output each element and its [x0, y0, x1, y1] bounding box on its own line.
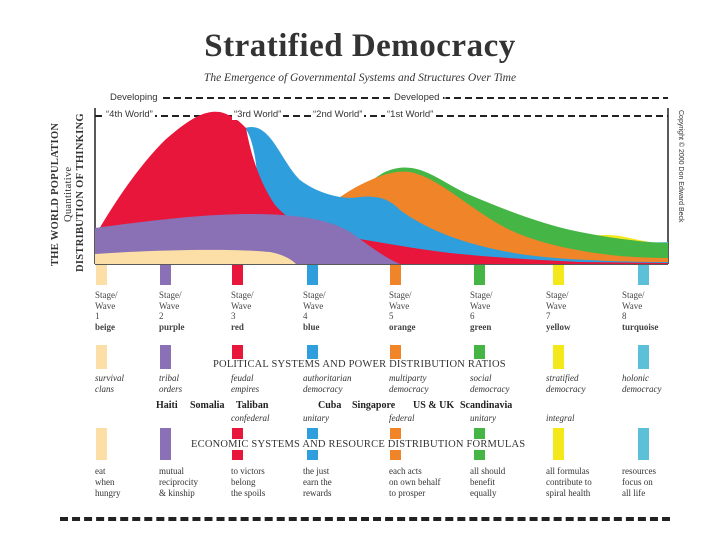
- country-us-uk: US & UK: [413, 400, 455, 411]
- political-7: stratified democracy: [546, 373, 586, 394]
- political-2: tribal orders: [159, 373, 183, 394]
- economic-4: the just earn the rewards: [303, 466, 332, 498]
- swatch-purple-2: [160, 345, 171, 369]
- economic-3: to victors belong the spoils: [231, 466, 266, 498]
- swatch-beige-2: [96, 345, 107, 369]
- subtype-integral: integral: [546, 413, 575, 423]
- blue-area: [95, 126, 668, 264]
- country-haiti: Haiti: [156, 400, 178, 411]
- economic-5: each acts on own behalf to prosper: [389, 466, 441, 498]
- swatch-blue-2: [307, 345, 318, 369]
- swatch-turquoise-1: [638, 265, 649, 285]
- swatch-red-1: [232, 265, 243, 285]
- stage-7: Stage/Wave 7 yellow: [546, 290, 571, 332]
- swatch-turquoise-2: [638, 345, 649, 369]
- political-3: feudal empires: [231, 373, 260, 394]
- economic-8: resources focus on all life: [622, 466, 656, 498]
- bottom-dashed-rule: [60, 517, 670, 521]
- swatch-purple-3: [160, 428, 171, 460]
- subtype-confederal: confederal: [231, 413, 270, 423]
- swatch-yellow-3: [553, 428, 564, 460]
- political-section-title: POLITICAL SYSTEMS AND POWER DISTRIBUTION…: [210, 359, 509, 370]
- political-1: survival clans: [95, 373, 124, 394]
- subtype-unitary-2: unitary: [470, 413, 496, 423]
- country-scandinavia: Scandinavia: [460, 400, 513, 411]
- swatch-blue-1: [307, 265, 318, 285]
- swatch-purple-1: [160, 265, 171, 285]
- first-world-label: “1st World”: [385, 109, 436, 120]
- fourth-world-label: “4th World”: [104, 109, 155, 120]
- page-title: Stratified Democracy: [204, 28, 516, 64]
- stage-6: Stage/Wave 6 green: [470, 290, 493, 332]
- economic-7: all formulas contribute to spiral health: [546, 466, 592, 498]
- swatch-beige-3: [96, 428, 107, 460]
- country-cuba: Cuba: [318, 400, 342, 411]
- stage-4: Stage/Wave 4 blue: [303, 290, 326, 332]
- swatch-beige-1: [96, 265, 107, 285]
- swatch-red-2: [232, 345, 243, 369]
- swatch-yellow-1: [553, 265, 564, 285]
- subtype-federal: federal: [389, 413, 415, 423]
- political-8: holonic democracy: [622, 373, 662, 394]
- swatch-green-2: [474, 345, 485, 369]
- stage-1: Stage/Wave 1 beige: [95, 290, 118, 332]
- political-6: social democracy: [470, 373, 510, 394]
- developing-label: Developing: [108, 92, 160, 103]
- swatch-orange-2: [390, 345, 401, 369]
- economic-1: eat when hungry: [95, 466, 121, 498]
- economic-2: mutual reciprocity & kinship: [159, 466, 198, 498]
- stage-2: Stage/Wave 2 purple: [159, 290, 185, 332]
- developed-label: Developed: [392, 92, 442, 103]
- stage-8: Stage/Wave 8 turquoise: [622, 290, 659, 332]
- political-4: authoritarian democracy: [303, 373, 352, 394]
- economic-section-title: ECONOMIC SYSTEMS AND RESOURCE DISTRIBUTI…: [188, 439, 529, 450]
- swatch-yellow-2: [553, 345, 564, 369]
- third-world-label: “3rd World”: [232, 109, 284, 120]
- country-taliban: Taliban: [236, 400, 269, 411]
- subtype-unitary-1: unitary: [303, 413, 329, 423]
- page-subtitle: The Emergence of Governmental Systems an…: [203, 72, 517, 84]
- political-5: multiparty democracy: [389, 373, 429, 394]
- stage-5: Stage/Wave 5 orange: [389, 290, 416, 332]
- second-world-label: “2nd World”: [311, 109, 365, 120]
- swatch-green-1: [474, 265, 485, 285]
- economic-6: all should benefit equally: [470, 466, 506, 498]
- stage-3: Stage/Wave 3 red: [231, 290, 254, 332]
- country-singapore: Singapore: [352, 400, 396, 411]
- beige-area: [95, 249, 296, 264]
- swatch-turquoise-3: [638, 428, 649, 460]
- swatch-orange-1: [390, 265, 401, 285]
- country-somalia: Somalia: [190, 400, 225, 411]
